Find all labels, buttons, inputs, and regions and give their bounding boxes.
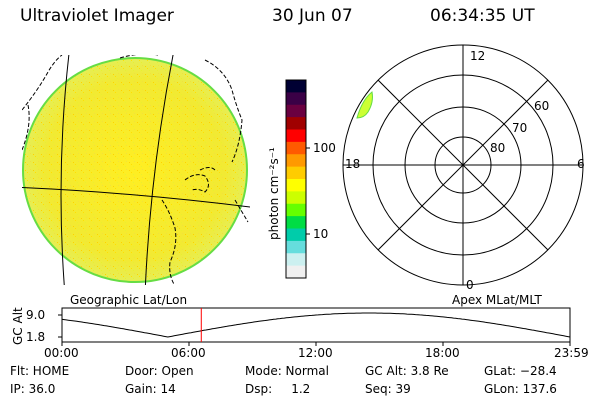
colorbar-cell [286,92,306,106]
longitude-line [60,55,70,285]
alt-ylabel: GC Alt [11,307,25,345]
colorbar-cell [286,154,306,168]
latitude-line [22,187,250,208]
colorbar-cell [286,141,306,155]
colorbar-cell [286,203,306,217]
alt-xtick-label: 18:00 [425,346,460,360]
geographic-image [22,55,250,285]
status-dsp: Dsp: 1.2 [245,382,311,396]
status-door: Door: Open [125,364,194,378]
polar-plot [342,44,584,286]
app-title: Ultraviolet Imager [20,6,174,26]
observation-date: 30 Jun 07 [272,6,353,26]
status-seq: Seq: 39 [365,382,411,396]
auroral-emission [356,91,373,119]
status-mode: Mode: Normal [245,364,329,378]
colorbar-cell [286,166,306,180]
mlt-label-12: 12 [470,49,485,63]
colorbar-label: photon cm⁻²s⁻¹ [267,147,281,240]
colorbar-cell [286,117,306,130]
alt-xtick-label: 23:59 [554,346,589,360]
status-gc-alt: GC Alt: 3.8 Re [365,364,449,378]
coastline [22,55,249,285]
colorbar-cell [286,80,306,93]
colorbar-cell [286,191,306,205]
altitude-plot: 9.0 1.8 GC Alt 00:00 06:00 12:00 18:00 23:59 [11,307,589,360]
lat-label-80: 80 [490,141,505,155]
status-ip: IP: 36.0 [10,382,56,396]
observation-time: 06:34:35 UT [430,6,535,26]
geographic-label: Geographic Lat/Lon [70,293,187,307]
lat-label-60: 60 [534,99,549,113]
mlt-label-6: 6 [577,157,585,171]
colorbar: 100 10 photon cm⁻²s⁻¹ [267,79,336,279]
lat-label-70: 70 [512,121,527,135]
status-glon: GLon: 137.6 [484,382,557,396]
altitude-curve [61,312,571,338]
mlt-line [377,79,549,251]
alt-ytick-9: 9.0 [26,308,45,322]
alt-ytick-1.8: 1.8 [26,330,45,344]
colorbar-cell [286,179,306,192]
colorbar-cell [286,129,306,143]
alt-xtick-label: 12:00 [298,346,333,360]
apex-label: Apex MLat/MLT [452,293,542,307]
colorbar-cell [286,216,306,229]
status-gain: Gain: 14 [125,382,176,396]
mlt-label-18: 18 [345,157,360,171]
mlt-label-0: 0 [466,278,474,292]
colorbar-cell [286,104,306,118]
colorbar-cell [286,265,306,279]
colorbar-cell [286,228,306,242]
longitude-line [144,55,174,285]
status-glat: GLat: −28.4 [484,364,557,378]
colorbar-cell [286,240,306,254]
alt-xtick-label: 06:00 [171,346,206,360]
alt-xtick-label: 00:00 [44,346,79,360]
colorbar-tick-10: 10 [313,227,328,241]
status-flight: Flt: HOME [10,364,70,378]
colorbar-cell [286,253,306,267]
colorbar-tick-100: 100 [313,141,336,155]
